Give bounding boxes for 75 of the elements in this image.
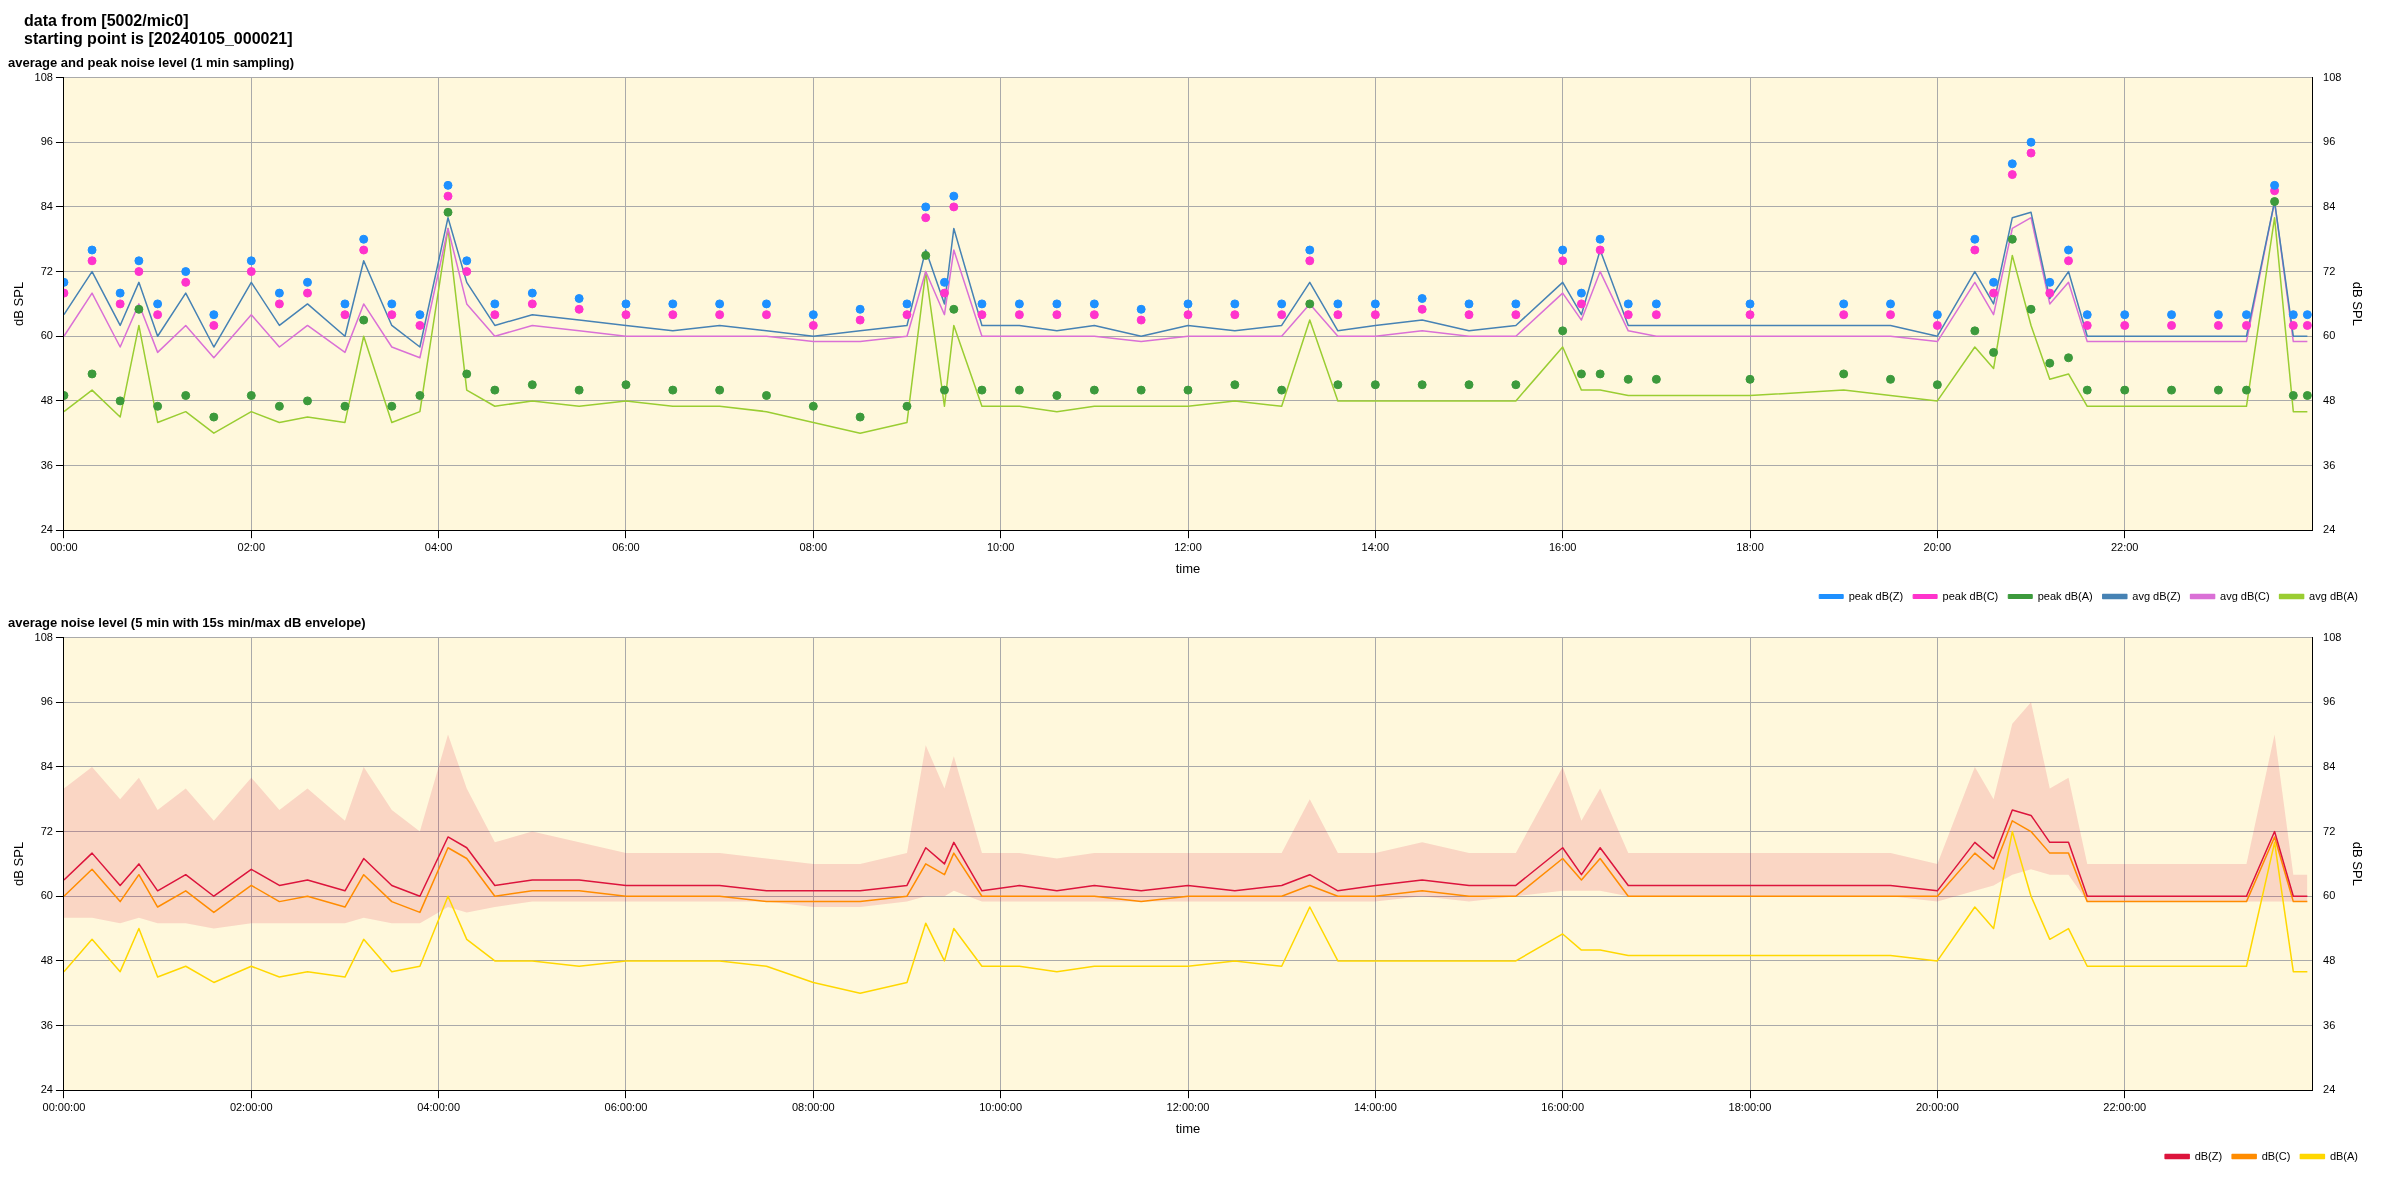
y2-tick-label: 72 xyxy=(2323,264,2336,277)
y-axis-title: dB SPL xyxy=(11,841,27,886)
x-tick-label: 04:00 xyxy=(424,540,453,553)
x-tick-label: 02:00 xyxy=(237,540,266,553)
legend-label: avg dB(C) xyxy=(2220,589,2270,602)
y2-tick-label: 108 xyxy=(2323,630,2342,643)
y2-tick-label: 36 xyxy=(2323,1018,2336,1031)
y-tick-label: 108 xyxy=(34,70,53,83)
y-tick-label: 96 xyxy=(40,135,53,148)
legend-label: dB(Z) xyxy=(2194,1149,2223,1162)
legend-label: dB(A) xyxy=(2329,1149,2359,1162)
text: data from [5002/mic0] xyxy=(24,12,190,30)
y-tick-label: 72 xyxy=(40,824,53,837)
x-tick-label: 18:00:00 xyxy=(1728,1100,1772,1113)
x-tick-label: 00:00:00 xyxy=(42,1100,86,1113)
y-tick-label: 96 xyxy=(40,695,53,708)
legend-label: peak dB(Z) xyxy=(1848,589,1904,602)
x-tick-label: 16:00:00 xyxy=(1541,1100,1585,1113)
y2-tick-label: 96 xyxy=(2323,695,2336,708)
y-tick-label: 60 xyxy=(40,329,53,342)
y-tick-label: 36 xyxy=(40,458,53,471)
y-axis-title: dB SPL xyxy=(11,281,27,326)
y2-tick-label: 60 xyxy=(2323,889,2336,902)
y-tick-label: 24 xyxy=(40,523,53,536)
x-tick-label: 20:00 xyxy=(1923,540,1952,553)
y-tick-label: 108 xyxy=(34,630,53,643)
legend-label: avg dB(Z) xyxy=(2132,589,2181,602)
x-tick-label: 14:00 xyxy=(1361,540,1390,553)
y-tick-label: 84 xyxy=(40,199,53,212)
x-tick-label: 22:00 xyxy=(2110,540,2139,553)
x-tick-label: 08:00:00 xyxy=(791,1100,835,1113)
x-tick-label: 12:00 xyxy=(1174,540,1202,553)
x-tick-label: 08:00 xyxy=(799,540,828,553)
text: starting point is [20240105_000021] xyxy=(24,30,294,48)
x-tick-label: 16:00 xyxy=(1548,540,1577,553)
x-tick-label: 06:00:00 xyxy=(604,1100,648,1113)
chart-title: average noise level (5 min with 15s min/max dB envelope) xyxy=(8,615,366,631)
y2-tick-label: 60 xyxy=(2323,329,2336,342)
x-tick-label: 22:00:00 xyxy=(2103,1100,2147,1113)
y2-tick-label: 72 xyxy=(2323,824,2336,837)
y-tick-label: 24 xyxy=(40,1083,53,1096)
x-axis-title: time xyxy=(1175,560,1201,576)
legend-label: peak dB(C) xyxy=(1942,589,1999,602)
x-tick-label: 10:00 xyxy=(986,540,1015,553)
y-tick-label: 48 xyxy=(40,393,53,406)
y2-axis-title: dB SPL xyxy=(2349,841,2365,886)
y-tick-label: 36 xyxy=(40,1018,53,1031)
legend-label: dB(C) xyxy=(2261,1149,2291,1162)
y-tick-label: 72 xyxy=(40,264,53,277)
x-tick-label: 20:00:00 xyxy=(1915,1100,1959,1113)
y2-tick-label: 108 xyxy=(2323,70,2342,83)
chart-title: average and peak noise level (1 min sampling) xyxy=(8,55,295,71)
y2-tick-label: 84 xyxy=(2323,199,2336,212)
legend-label: peak dB(A) xyxy=(2037,589,2093,602)
y2-tick-label: 24 xyxy=(2323,523,2336,536)
x-tick-label: 18:00 xyxy=(1736,540,1764,553)
x-tick-label: 06:00 xyxy=(612,540,640,553)
y2-tick-label: 48 xyxy=(2323,393,2336,406)
y2-tick-label: 24 xyxy=(2323,1083,2336,1096)
x-tick-label: 10:00:00 xyxy=(979,1100,1023,1113)
x-tick-label: 02:00:00 xyxy=(229,1100,273,1113)
y2-axis-title: dB SPL xyxy=(2349,281,2365,326)
x-tick-label: 00:00 xyxy=(50,540,78,553)
x-tick-label: 04:00:00 xyxy=(417,1100,461,1113)
x-tick-label: 14:00:00 xyxy=(1353,1100,1397,1113)
y2-tick-label: 48 xyxy=(2323,953,2336,966)
y-tick-label: 60 xyxy=(40,889,53,902)
y2-tick-label: 96 xyxy=(2323,135,2336,148)
y-tick-label: 84 xyxy=(40,759,53,772)
y2-tick-label: 36 xyxy=(2323,458,2336,471)
y-tick-label: 48 xyxy=(40,953,53,966)
x-axis-title: time xyxy=(1175,1120,1201,1136)
y2-tick-label: 84 xyxy=(2323,759,2336,772)
legend-label: avg dB(A) xyxy=(2309,589,2359,602)
x-tick-label: 12:00:00 xyxy=(1166,1100,1210,1113)
